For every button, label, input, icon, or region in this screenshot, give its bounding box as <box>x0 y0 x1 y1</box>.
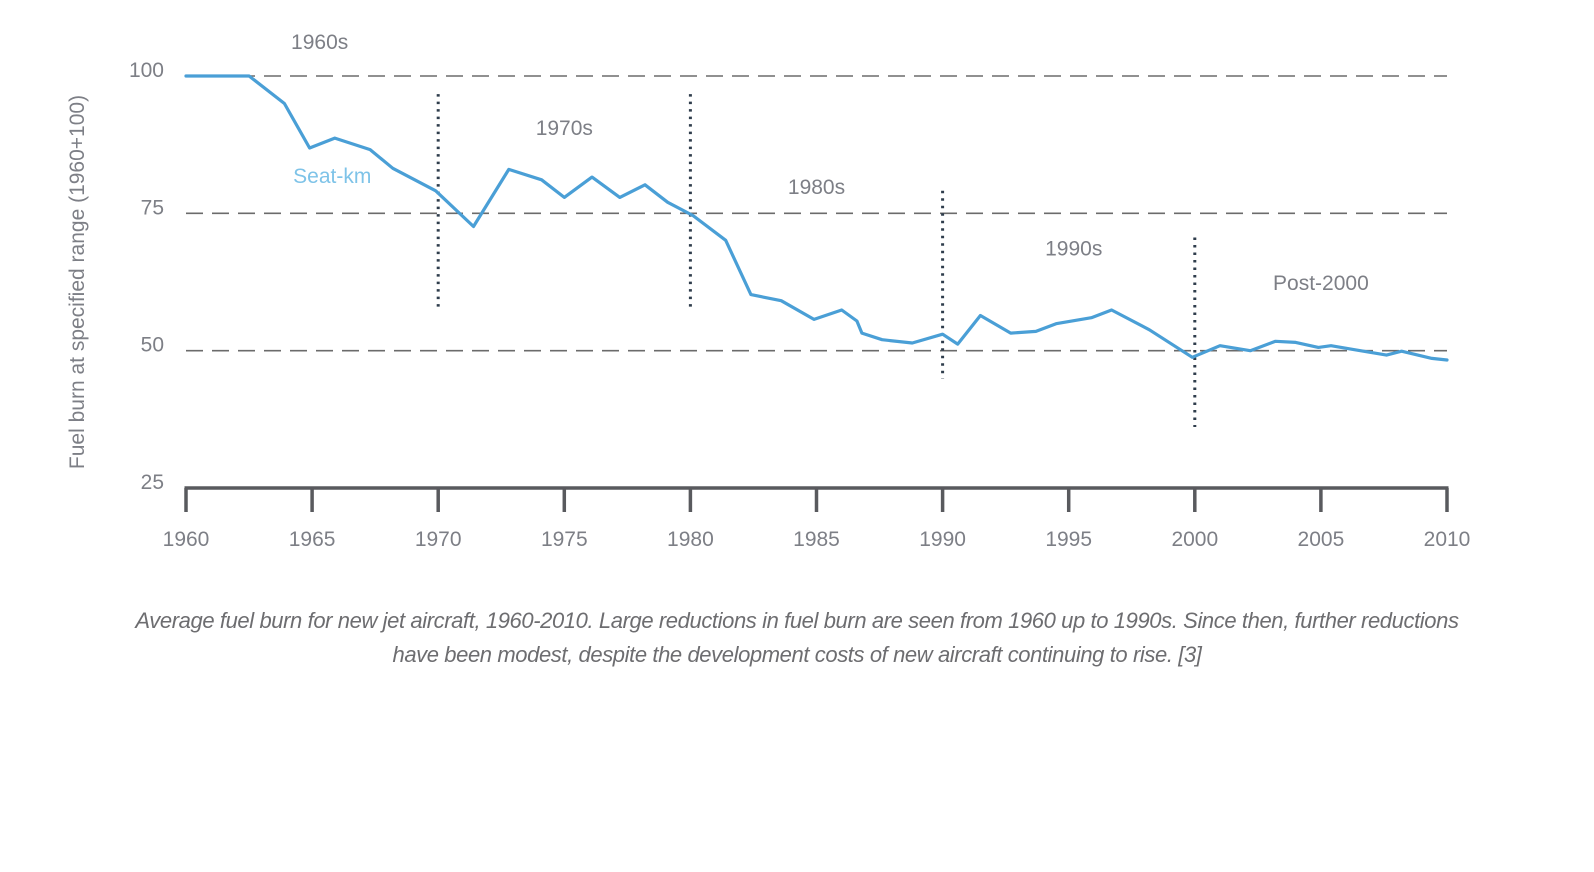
decade-label: 1960s <box>291 31 348 54</box>
y-tick-label: 75 <box>141 196 164 219</box>
decade-label: 1970s <box>536 117 593 140</box>
x-tick-label: 1990 <box>919 528 966 551</box>
x-tick-label: 1980 <box>667 528 714 551</box>
y-tick-label: 100 <box>129 59 164 82</box>
x-tick-label: 1975 <box>541 528 588 551</box>
x-tick-label: 2005 <box>1298 528 1345 551</box>
y-tick-label: 50 <box>141 334 164 357</box>
decade-annotations: 1960s 1970s 1980s 1990s Post-2000 <box>291 31 1369 295</box>
x-tick-label: 1995 <box>1045 528 1092 551</box>
series-line-seat-km <box>184 74 1449 362</box>
figure-caption: Average fuel burn for new jet aircraft, … <box>40 604 1554 672</box>
decade-label: Post-2000 <box>1273 272 1369 295</box>
series-layer: Seat-km <box>184 74 1449 362</box>
x-tick-label: 1965 <box>289 528 336 551</box>
decade-label: 1990s <box>1045 238 1102 261</box>
series-label: Seat-km <box>293 165 371 188</box>
decade-label: 1980s <box>788 176 845 199</box>
y-axis-title: Fuel burn at specified range (1960+100) <box>66 95 89 469</box>
x-tick-label: 1985 <box>793 528 840 551</box>
caption-line-1: Average fuel burn for new jet aircraft, … <box>135 608 1459 633</box>
x-axis <box>184 486 1449 512</box>
y-tick-label: 25 <box>141 471 164 494</box>
decade-dividers <box>436 94 1197 428</box>
x-tick-label: 1970 <box>415 528 462 551</box>
x-axis-tick-labels: 1960 1965 1970 1975 1980 1985 1990 1995 2000 2005… <box>163 528 1471 551</box>
caption-line-2: have been modest, despite the developmen… <box>392 642 1202 667</box>
x-tick-label: 1960 <box>163 528 210 551</box>
x-tick-label: 2000 <box>1171 528 1218 551</box>
gridlines <box>186 75 1447 352</box>
y-axis-tick-labels: 100 75 50 25 <box>129 59 164 494</box>
x-tick-label: 2010 <box>1424 528 1471 551</box>
